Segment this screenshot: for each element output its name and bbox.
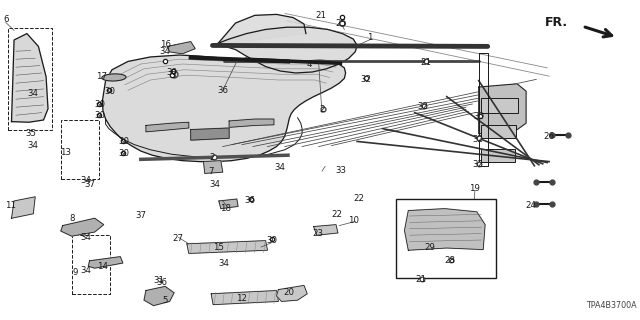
Text: 4: 4: [307, 60, 312, 69]
Text: 24: 24: [525, 201, 537, 210]
Text: 34: 34: [275, 163, 286, 172]
Text: 5: 5: [163, 296, 168, 305]
Text: 3: 3: [171, 71, 176, 80]
Text: 17: 17: [95, 72, 107, 81]
Text: 31: 31: [154, 276, 165, 285]
Bar: [61, 120, 99, 179]
Text: 34: 34: [209, 180, 220, 188]
Text: 1: 1: [367, 33, 372, 42]
Text: 15: 15: [213, 244, 225, 252]
Text: 34: 34: [27, 141, 38, 150]
Text: 2: 2: [210, 153, 215, 162]
Text: 30: 30: [473, 112, 484, 121]
Text: 34: 34: [80, 233, 92, 242]
Text: 32: 32: [472, 135, 483, 144]
Text: 11: 11: [5, 201, 17, 210]
Polygon shape: [191, 128, 229, 140]
Text: 36: 36: [217, 86, 228, 95]
Text: 30: 30: [94, 111, 106, 120]
Polygon shape: [276, 285, 307, 301]
Text: 2: 2: [319, 105, 324, 114]
Bar: [8, 28, 52, 130]
Polygon shape: [187, 241, 268, 253]
Polygon shape: [229, 119, 274, 127]
Text: 32: 32: [417, 102, 428, 111]
Polygon shape: [102, 55, 346, 162]
Text: 9: 9: [73, 268, 78, 277]
Text: 34: 34: [27, 89, 38, 98]
Text: 30: 30: [118, 137, 130, 146]
Polygon shape: [168, 42, 195, 54]
Text: 32: 32: [360, 75, 371, 84]
Polygon shape: [88, 257, 123, 268]
Bar: [481, 125, 516, 138]
Text: 7: 7: [208, 167, 213, 176]
Text: 30: 30: [166, 68, 178, 76]
Text: 14: 14: [97, 262, 108, 271]
Text: TPA4B3700A: TPA4B3700A: [586, 301, 637, 310]
Text: 16: 16: [159, 40, 171, 49]
Bar: [72, 235, 110, 294]
Ellipse shape: [102, 74, 126, 81]
Polygon shape: [219, 199, 238, 209]
Text: 33: 33: [335, 166, 347, 175]
Text: 30: 30: [118, 149, 130, 158]
Text: 37: 37: [84, 180, 95, 189]
Text: 34: 34: [159, 47, 171, 56]
Text: 12: 12: [236, 294, 248, 303]
Text: FR.: FR.: [545, 16, 568, 29]
Polygon shape: [144, 286, 174, 306]
Polygon shape: [12, 197, 35, 218]
Text: 18: 18: [220, 204, 231, 213]
Text: 19: 19: [470, 184, 480, 193]
Text: 20: 20: [283, 288, 294, 297]
Text: 25: 25: [335, 19, 347, 28]
Text: 37: 37: [135, 212, 147, 220]
Text: 27: 27: [172, 234, 184, 243]
Bar: [481, 98, 518, 113]
Text: 30: 30: [266, 236, 278, 245]
Text: 35: 35: [25, 129, 36, 138]
Polygon shape: [216, 14, 306, 45]
Text: 22: 22: [353, 194, 365, 203]
Text: 34: 34: [218, 260, 230, 268]
Text: 21: 21: [415, 276, 427, 284]
Polygon shape: [314, 225, 338, 235]
Text: 36: 36: [156, 278, 168, 287]
Text: 21: 21: [420, 58, 431, 67]
Bar: [396, 199, 496, 278]
Polygon shape: [211, 291, 278, 305]
Text: 22: 22: [331, 210, 342, 219]
Polygon shape: [146, 122, 189, 132]
Text: 34: 34: [80, 176, 92, 185]
Text: 13: 13: [60, 148, 71, 156]
Text: 29: 29: [425, 243, 435, 252]
Polygon shape: [404, 209, 485, 250]
Text: 32: 32: [472, 160, 483, 169]
Text: 30: 30: [104, 87, 116, 96]
Text: 36: 36: [244, 196, 256, 204]
Polygon shape: [61, 218, 104, 236]
Text: 28: 28: [444, 256, 456, 265]
Polygon shape: [212, 27, 357, 73]
Text: 6: 6: [3, 15, 8, 24]
Text: 23: 23: [312, 229, 324, 238]
Polygon shape: [12, 34, 48, 122]
Polygon shape: [204, 161, 223, 173]
Text: 10: 10: [348, 216, 360, 225]
Bar: [481, 149, 515, 162]
Text: 26: 26: [543, 132, 555, 140]
Text: 30: 30: [94, 100, 106, 109]
Text: 34: 34: [80, 266, 92, 275]
Polygon shape: [479, 84, 526, 134]
Text: 8: 8: [70, 214, 75, 223]
Text: 21: 21: [316, 11, 327, 20]
